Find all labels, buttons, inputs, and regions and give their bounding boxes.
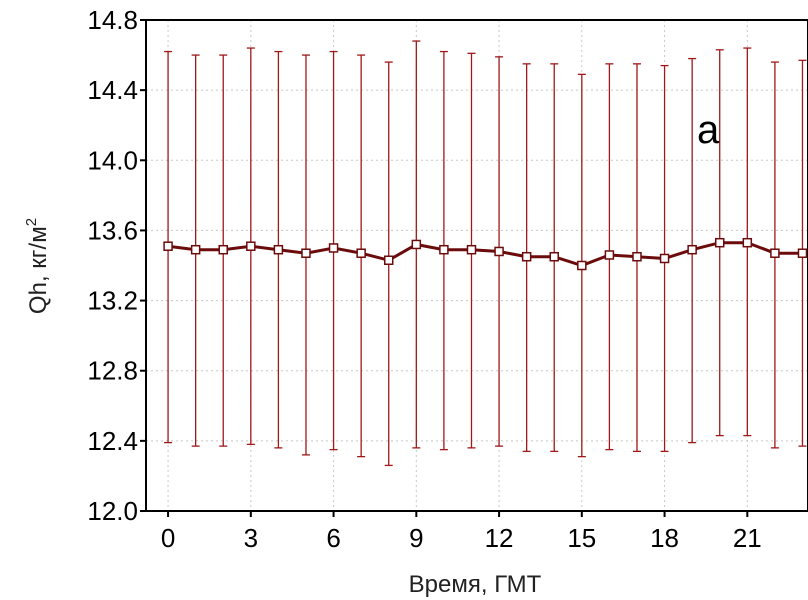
x-axis-label: Время, ГМТ <box>409 571 542 598</box>
y-tick-label: 14.8 <box>87 5 138 35</box>
x-tick-label: 0 <box>161 523 175 553</box>
data-point-marker <box>190 244 201 255</box>
panel-annotation: a <box>697 108 720 152</box>
y-tick-label: 12.4 <box>87 426 138 456</box>
y-axis-label: Qh, кг/м2 <box>23 218 52 314</box>
y-tick-label: 13.6 <box>87 215 138 245</box>
y-tick-label: 12.0 <box>87 496 138 526</box>
data-point-marker <box>494 246 504 257</box>
grid-lines <box>146 19 808 512</box>
x-tick-label: 3 <box>244 523 258 553</box>
y-tick-label: 14.0 <box>87 145 138 175</box>
data-point-marker <box>797 248 808 258</box>
x-tick-label: 18 <box>650 523 679 553</box>
data-point-marker <box>466 244 477 255</box>
data-point-marker <box>356 248 366 258</box>
x-tick-labels: 0 3 6 9 12 15 18 21 <box>161 523 762 553</box>
data-point-marker <box>439 244 449 255</box>
y-tick-label: 12.8 <box>87 356 138 386</box>
series-markers <box>163 237 808 271</box>
y-tick-label: 13.2 <box>87 286 138 316</box>
x-tick-label: 9 <box>409 523 423 553</box>
data-point-marker <box>273 244 284 255</box>
data-point-marker <box>328 243 339 253</box>
data-point-marker <box>383 255 394 265</box>
data-point-marker <box>301 248 311 258</box>
data-point-marker <box>632 251 642 262</box>
data-point-marker <box>714 237 725 248</box>
data-point-marker <box>687 244 697 255</box>
y-axis-label-text: Qh, кг/м <box>25 226 52 314</box>
plot-area-frame <box>145 19 808 512</box>
data-point-marker <box>577 260 587 271</box>
data-point-marker <box>659 253 670 264</box>
y-axis-label-superscript: 2 <box>23 218 40 226</box>
data-point-marker <box>246 241 256 251</box>
data-point-marker <box>770 248 780 258</box>
data-point-marker <box>521 251 532 262</box>
y-tick-label: 14.4 <box>87 75 138 105</box>
data-point-marker <box>411 239 422 250</box>
data-point-marker <box>218 244 228 255</box>
data-point-marker <box>163 241 173 251</box>
data-point-marker <box>549 251 559 262</box>
data-point-marker <box>742 237 753 248</box>
y-tick-labels: 12.0 12.4 12.8 13.2 13.6 14.0 14.4 14.8 <box>87 5 138 526</box>
x-tick-label: 12 <box>485 523 514 553</box>
series-line <box>167 241 803 268</box>
x-tick-label: 15 <box>567 523 596 553</box>
x-tick-label: 21 <box>733 523 762 553</box>
axis-ticks <box>140 19 749 517</box>
data-point-marker <box>604 250 615 260</box>
x-tick-label: 6 <box>326 523 340 553</box>
error-bars <box>164 40 807 467</box>
